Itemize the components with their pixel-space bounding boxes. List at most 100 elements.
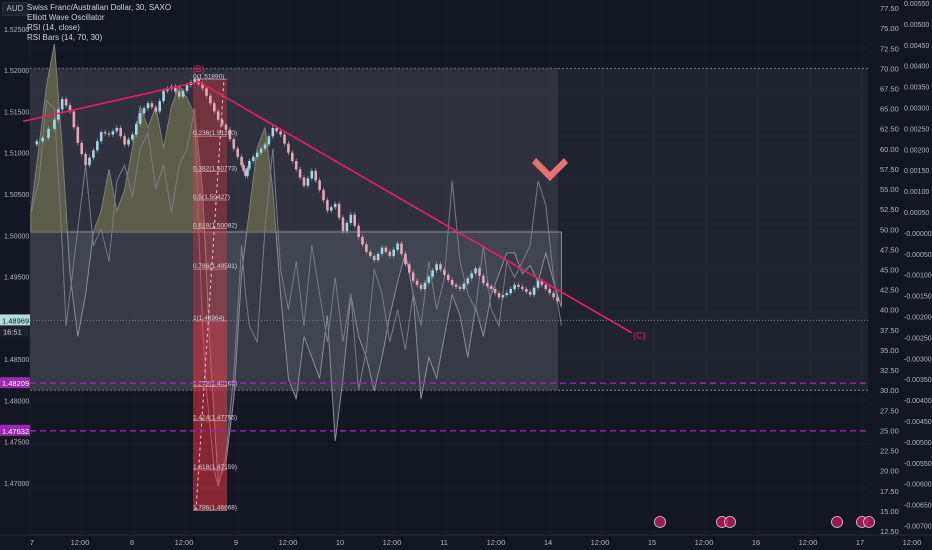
candle-body <box>131 134 134 140</box>
event-icon <box>724 516 736 528</box>
event-markers <box>654 516 875 528</box>
rsi-tick-label: 42.50 <box>880 286 899 295</box>
fib-extension-zone: 0(1.51890) 0.236(1.51200) 0.382(1.50773) 0.… <box>193 73 237 511</box>
price-tick-label: 1.48500 <box>4 357 29 364</box>
candle-body <box>158 101 161 112</box>
candle-body <box>181 90 185 97</box>
candle-body <box>404 253 407 265</box>
ewo-tick-label: -0.00550 <box>904 461 932 468</box>
candle-body <box>298 169 302 178</box>
price-axes: 77.50 75.00 72.50 70.00 67.50 65.00 62.50 60.00… <box>4 0 932 536</box>
price-tick-label: 1.50500 <box>4 192 29 199</box>
candle-body <box>53 119 56 129</box>
candle-body <box>380 247 384 254</box>
fib-level-label: 0.236(1.51200) <box>193 130 237 137</box>
indicator-ewo[interactable]: Elliott Wave Oscillator <box>27 13 105 22</box>
candle-body <box>517 284 520 287</box>
candle-body <box>458 286 462 289</box>
fib-zone-lower <box>193 320 227 511</box>
candle-body <box>447 274 450 280</box>
rsi-tick-label: 50.00 <box>880 225 899 234</box>
price-tick-label: 1.49500 <box>4 275 29 282</box>
ewo-tick-label: 0.00450 <box>904 43 929 50</box>
chart-title[interactable]: Swiss Franc/Australian Dollar, 30, SAXO <box>27 3 172 12</box>
candle-body <box>220 119 224 125</box>
time-tick-label: 10 <box>336 538 344 547</box>
candle-body <box>478 268 481 276</box>
candle-body <box>396 243 399 250</box>
candle-body <box>548 288 551 294</box>
candle-body <box>255 152 259 157</box>
candle-body <box>103 132 107 134</box>
price-tick-label: 1.51500 <box>4 109 29 116</box>
candle-body <box>454 284 458 287</box>
candle-body <box>497 293 501 298</box>
candle-body <box>482 275 485 284</box>
candle-body <box>76 127 80 143</box>
candle-body <box>162 90 165 102</box>
candle-body <box>419 284 423 289</box>
candle-body <box>35 141 39 145</box>
candle-body <box>532 287 536 295</box>
candle-body <box>174 86 177 92</box>
legend: Swiss Franc/Australian Dollar, 30, SAXO … <box>27 3 171 43</box>
candle-body <box>462 283 466 289</box>
chevron-down-icon <box>532 158 568 181</box>
ewo-tick-label: 0.00250 <box>904 126 929 133</box>
candle-body <box>279 131 282 135</box>
candle-body <box>333 203 337 208</box>
indicator-rsi-bars[interactable]: RSI Bars (14, 70, 30) <box>27 33 103 42</box>
ewo-tick-label: -0.00100 <box>904 273 932 280</box>
candle-body <box>400 243 403 254</box>
candle-body <box>205 88 208 96</box>
candle-body <box>224 124 228 130</box>
fib-level-label: 0.786(1.49591) <box>193 263 237 270</box>
ewo-tick-label: -0.00600 <box>904 482 932 489</box>
candle-body <box>135 123 138 135</box>
candle-body <box>540 280 544 285</box>
candle-body <box>486 283 489 287</box>
rsi-tick-label: 27.50 <box>880 406 899 415</box>
candle-body <box>509 288 512 294</box>
fib-level-label: 0.382(1.50773) <box>193 165 237 172</box>
ewo-tick-label: -0.00450 <box>904 419 932 426</box>
candle-body <box>248 160 251 169</box>
ewo-tick-label: -0.00050 <box>904 252 932 259</box>
rsi-tick-label: 12.50 <box>880 527 899 536</box>
event-icon <box>831 516 843 528</box>
currency-badge[interactable]: AUD <box>2 2 28 16</box>
candle-body <box>423 282 427 289</box>
rsi-tick-label: 47.50 <box>880 245 899 254</box>
ewo-tick-label: -0.00250 <box>904 335 932 342</box>
candle-body <box>84 153 87 166</box>
candle-body <box>411 272 415 281</box>
time-tick-label: 12:00 <box>799 538 818 547</box>
candle-body <box>107 133 111 135</box>
rsi-tick-label: 37.50 <box>880 326 899 335</box>
price-tag <box>0 314 30 326</box>
candle-body <box>111 131 115 135</box>
candle-body <box>115 127 119 132</box>
price-tick-label: 1.51000 <box>4 151 29 158</box>
candle-body <box>376 253 380 261</box>
candle-body <box>501 295 505 298</box>
ewo-area-positive <box>31 43 562 232</box>
candle-body <box>435 264 438 271</box>
rsi-tick-label: 67.50 <box>880 84 899 93</box>
ewo-tick-label: 0.00200 <box>904 147 929 154</box>
candle-body <box>80 142 83 154</box>
rsi-tick-label: 32.50 <box>880 366 899 375</box>
price-tick-label: 1.52500 <box>4 27 29 34</box>
ewo-tick-label: 0.00150 <box>904 168 929 175</box>
price-tag-label: 1.48209 <box>2 379 29 388</box>
candle-body <box>318 180 321 190</box>
candle-body <box>138 113 142 124</box>
indicator-rsi[interactable]: RSI (14, close) <box>27 23 80 32</box>
ewo-tick-label: -0.00150 <box>904 294 932 301</box>
candle-body <box>246 168 249 176</box>
countdown-tag <box>0 325 30 337</box>
candle-body <box>536 280 540 288</box>
time-tick-label: 12:00 <box>903 538 922 547</box>
fib-level-label: 0(1.51890) <box>193 73 224 80</box>
